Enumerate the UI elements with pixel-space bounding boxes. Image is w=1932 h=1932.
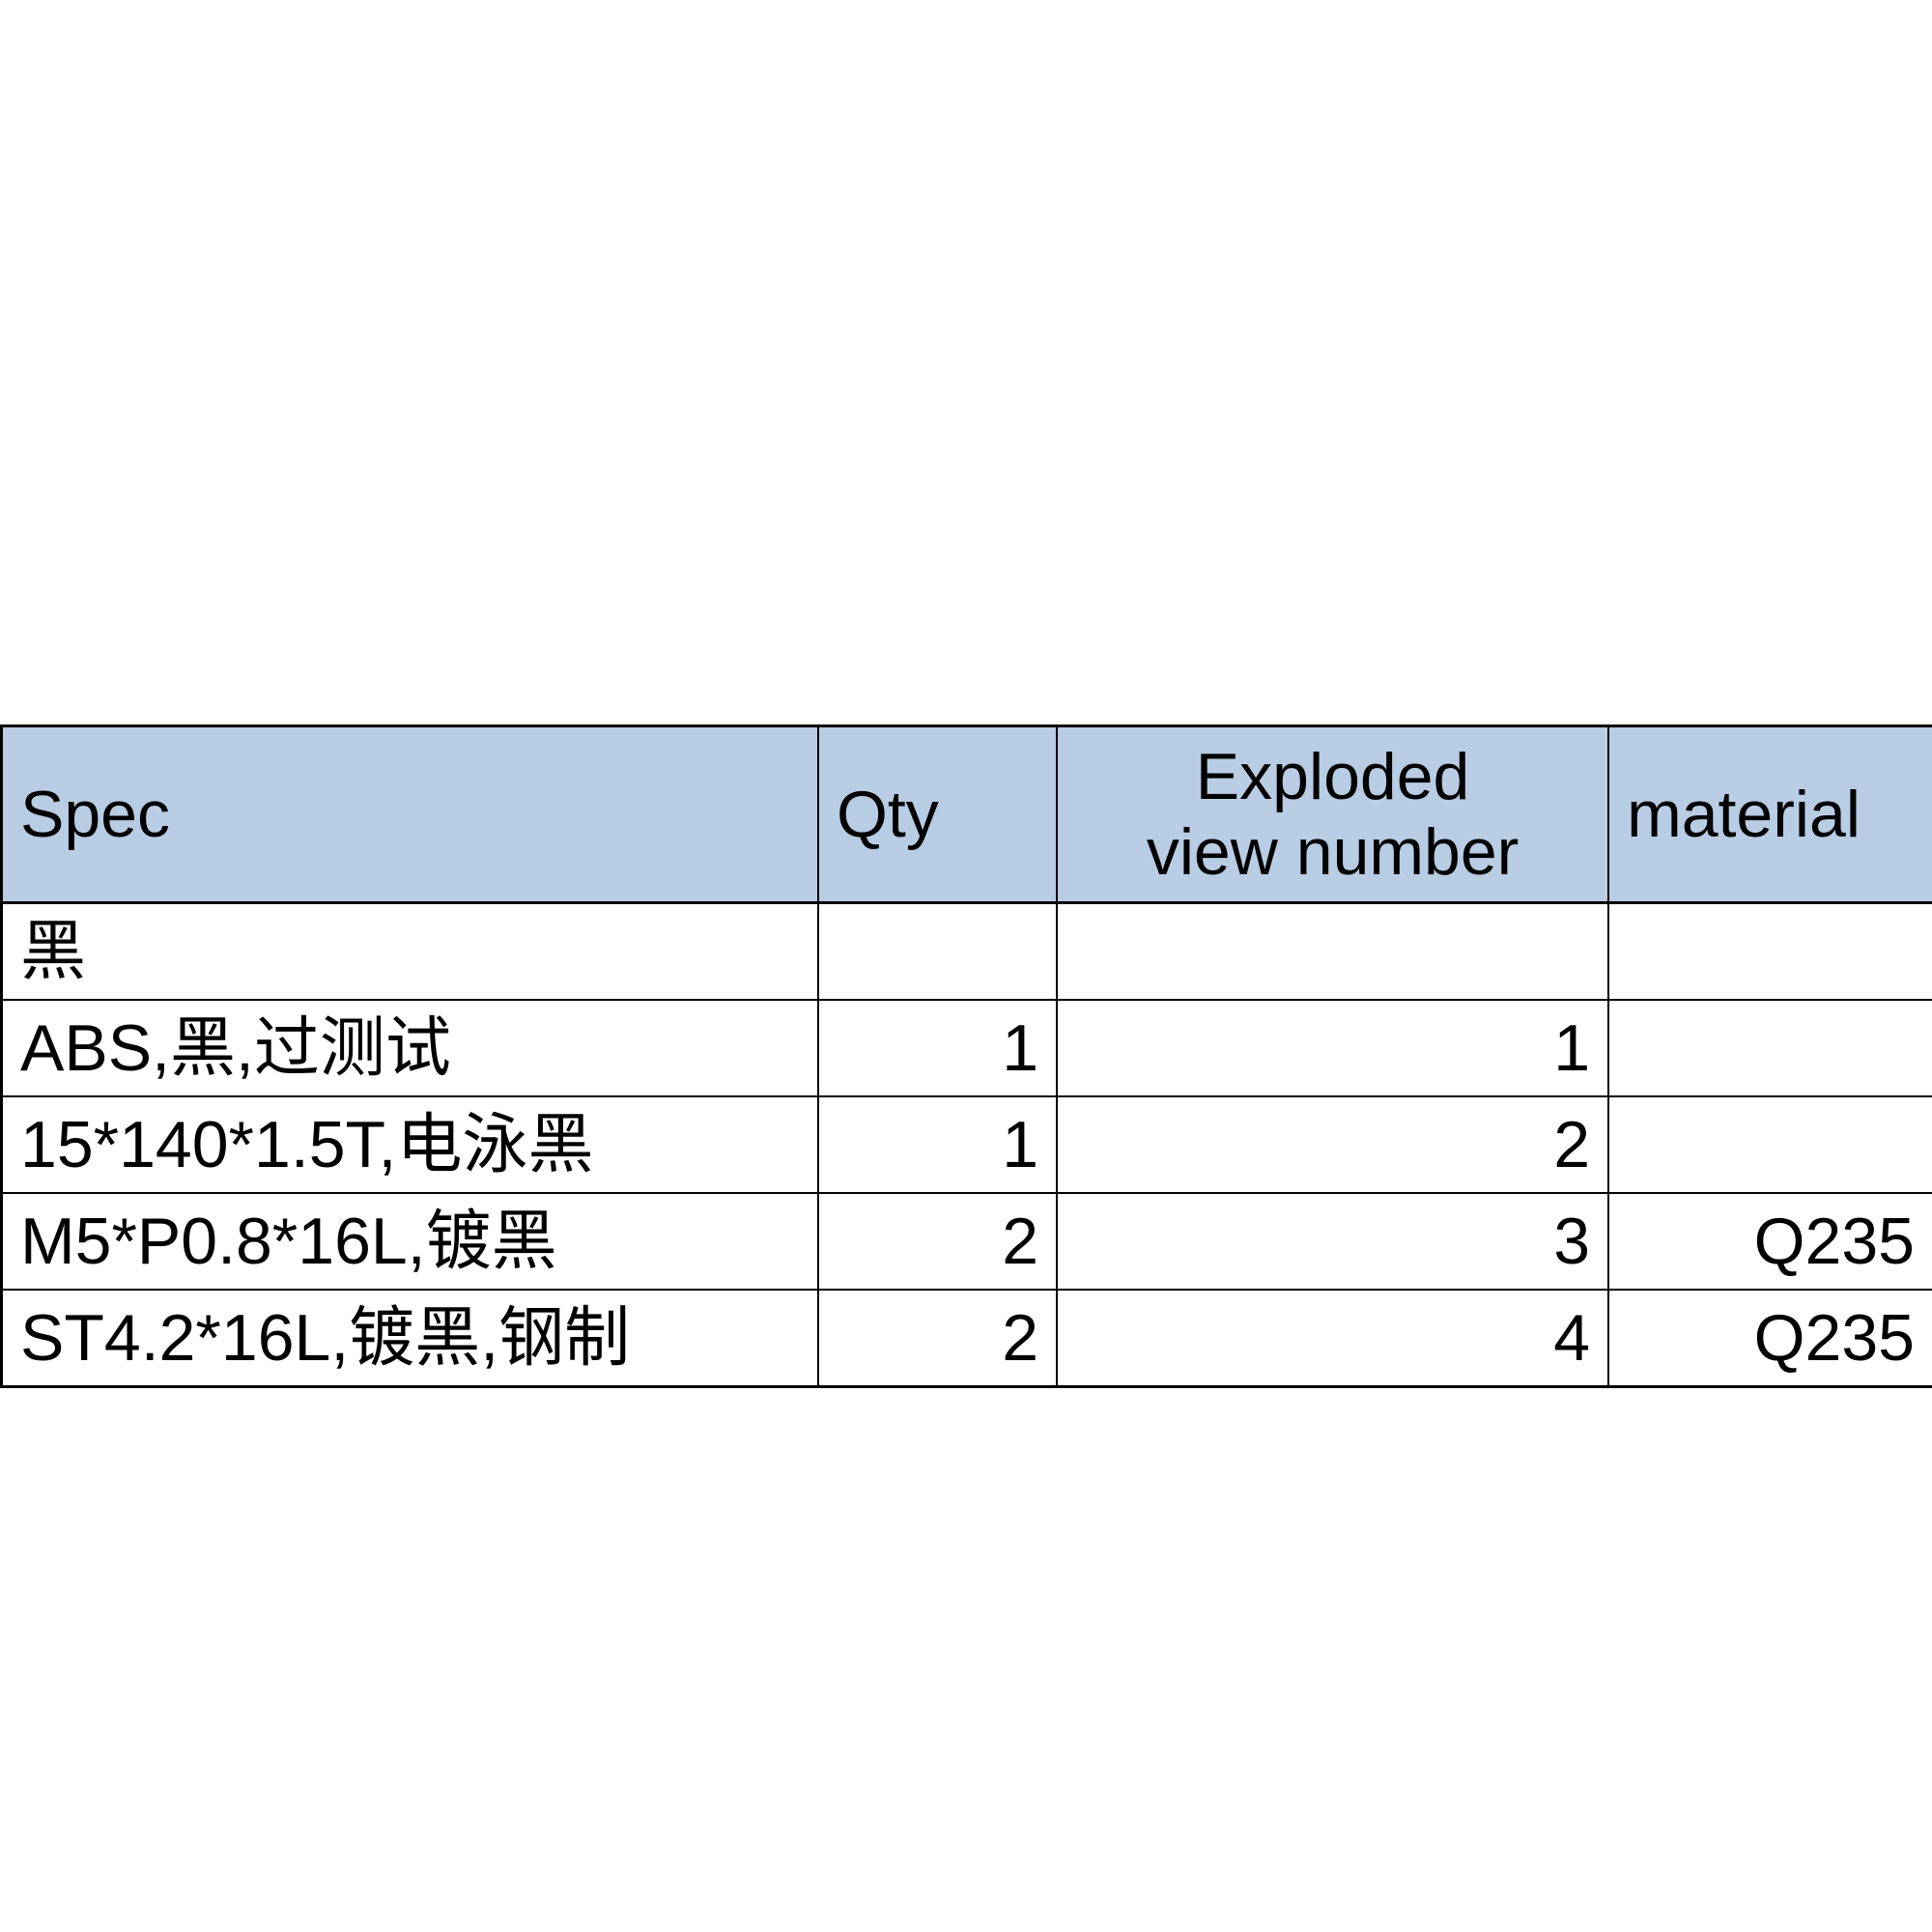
cell-qty: 1 [818,1000,1057,1096]
cell-material: Q235 [1608,1290,1932,1387]
cell-qty: 2 [818,1290,1057,1387]
cell-exploded: 1 [1057,1000,1608,1096]
cell-spec: ST4.2*16L,镀黑,钢制 [2,1290,819,1387]
header-spec: Spec [2,726,819,903]
cell-qty [818,903,1057,1001]
cell-qty: 1 [818,1096,1057,1193]
cell-material [1608,903,1932,1001]
header-qty: Qty [818,726,1057,903]
cell-exploded: 3 [1057,1193,1608,1290]
parts-table: Spec Qty Explodedview number material 黑 … [0,724,1932,1388]
table-row: ABS,黑,过测试 1 1 [2,1000,1932,1096]
cell-spec: ABS,黑,过测试 [2,1000,819,1096]
cell-material [1608,1000,1932,1096]
table-row: M5*P0.8*16L,镀黑 2 3 Q235 [2,1193,1932,1290]
cell-qty: 2 [818,1193,1057,1290]
cell-exploded: 2 [1057,1096,1608,1193]
header-exploded: Explodedview number [1057,726,1608,903]
cell-spec: 黑 [2,903,819,1001]
cell-material [1608,1096,1932,1193]
cell-exploded [1057,903,1608,1001]
cell-material: Q235 [1608,1193,1932,1290]
cell-spec: 15*140*1.5T,电泳黑 [2,1096,819,1193]
table-row: 15*140*1.5T,电泳黑 1 2 [2,1096,1932,1193]
parts-table-container: Spec Qty Explodedview number material 黑 … [0,724,1932,1388]
header-material: material [1608,726,1932,903]
table-row: 黑 [2,903,1932,1001]
table-body: 黑 ABS,黑,过测试 1 1 15*140*1.5T,电泳黑 1 2 M5*P… [2,903,1932,1387]
cell-exploded: 4 [1057,1290,1608,1387]
table-row: ST4.2*16L,镀黑,钢制 2 4 Q235 [2,1290,1932,1387]
cell-spec: M5*P0.8*16L,镀黑 [2,1193,819,1290]
header-row: Spec Qty Explodedview number material [2,726,1932,903]
